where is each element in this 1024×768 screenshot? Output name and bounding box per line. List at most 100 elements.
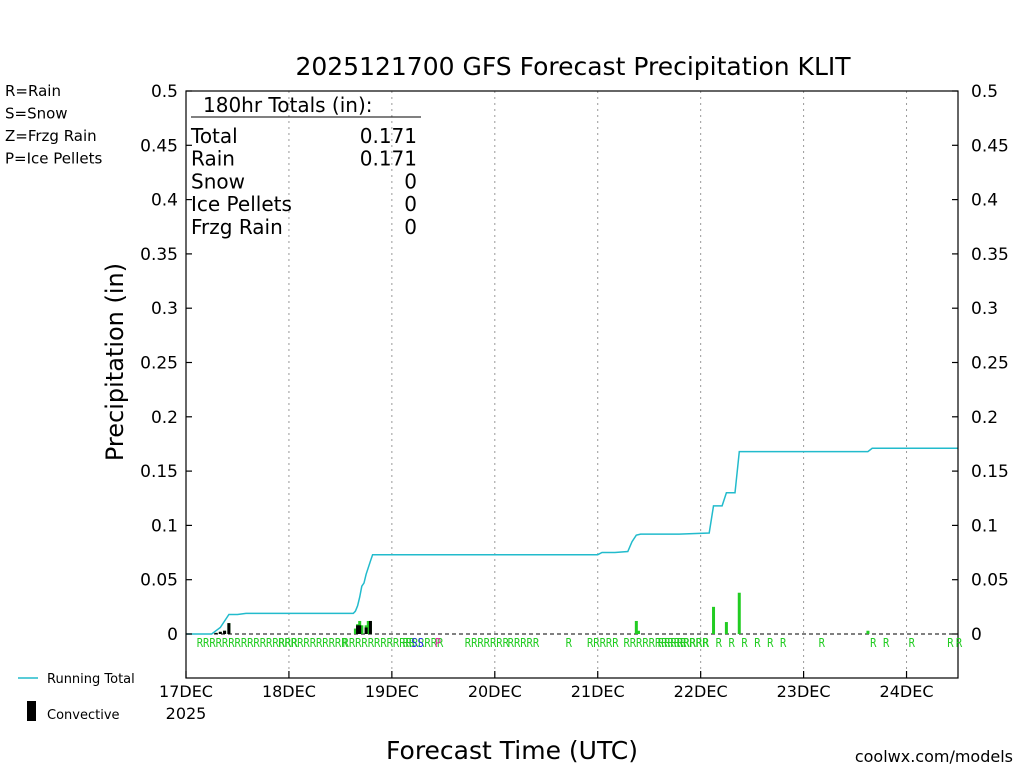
y-tick-label-right: 0.05	[971, 571, 1009, 591]
ptype-marker: R	[947, 636, 954, 650]
convective-bar	[358, 625, 362, 634]
y-tick-label-left: 0.5	[151, 82, 178, 102]
ptype-marker: R	[780, 636, 787, 650]
ptype-marker: RRRRR	[587, 636, 619, 650]
precipitation-bar	[866, 630, 870, 634]
precipitation-bar	[353, 628, 357, 634]
credit-text: coolwx.com/models	[855, 747, 1013, 766]
ptype-legend: R=Rain S=Snow Z=Frzg Rain P=Ice Pellets	[5, 82, 102, 168]
ptype-marker: R	[819, 636, 826, 650]
totals-row-value: 0	[404, 169, 417, 193]
ptype-marker: R	[741, 636, 748, 650]
convective-bar	[218, 631, 222, 634]
convective-bar	[223, 630, 227, 634]
x-tick-label: 18DEC	[262, 682, 316, 701]
y-tick-label-left: 0.35	[140, 245, 178, 265]
ptype-marker: R	[716, 636, 723, 650]
x-axis: 17DEC 2025 18DEC 19DEC 20DEC 21DEC 22DEC 23DEC 2…	[159, 671, 934, 723]
y-tick-label-right: 0.3	[971, 299, 998, 319]
ptype-strip: RRRRRRRRRRRRRRRRRRRRRRRRRRRRRRRRRRRRRRRR…	[197, 636, 963, 650]
y-tick-label-left: 0.15	[140, 462, 178, 482]
ptype-marker: R	[754, 636, 761, 650]
precipitation-bar	[712, 606, 716, 634]
ptype-marker: R	[703, 636, 710, 650]
y-tick-label-right: 0	[971, 625, 982, 645]
x-axis-label: Forecast Time (UTC)	[386, 736, 638, 765]
vertical-gridlines	[288, 91, 908, 678]
y-tick-label-right: 0.15	[971, 462, 1009, 482]
y-tick-label-left: 0.1	[151, 516, 178, 536]
ptype-marker: RRRRRRR	[465, 636, 510, 650]
x-tick-label: 17DEC	[159, 682, 213, 701]
y-tick-label-right: 0.4	[971, 191, 998, 211]
x-tick-label: 24DEC	[880, 682, 934, 701]
y-tick-label-right: 0.5	[971, 82, 998, 102]
ptype-legend-entry: S=Snow	[5, 105, 68, 123]
y-tick-label-right: 0.2	[971, 408, 998, 428]
plot-frame	[185, 90, 959, 679]
running-total-line	[186, 447, 958, 635]
ptype-marker: R	[767, 636, 774, 650]
y-tick-label-left: 0.05	[140, 571, 178, 591]
ptype-marker: RRRRR	[508, 636, 540, 650]
precipitation-bar	[366, 620, 370, 634]
ptype-marker: SS	[411, 636, 424, 650]
convective-bar	[214, 632, 218, 634]
precip-bars	[214, 592, 870, 634]
y-tick-label-right: 0.1	[971, 516, 998, 536]
x-tick-label: 21DEC	[571, 682, 625, 701]
x-tick-label: 20DEC	[468, 682, 522, 701]
ptype-marker: R	[870, 636, 877, 650]
totals-row-value: 0	[404, 192, 417, 216]
x-tick-label: 22DEC	[674, 682, 728, 701]
ptype-marker: RRRRRRRRRR	[623, 636, 687, 650]
convective-swatch	[27, 701, 36, 721]
ptype-marker: RR	[403, 636, 416, 650]
ptype-marker: R	[883, 636, 890, 650]
y-tick-label-left: 0.4	[151, 191, 178, 211]
ptype-legend-entry: P=Ice Pellets	[5, 150, 102, 168]
ptype-marker: RRRRRRRRRRRRRRRR	[343, 636, 444, 650]
convective-bar	[227, 623, 231, 634]
ptype-marker: RRRRRRRRRRRRRRRR	[197, 636, 298, 650]
ptype-marker: P	[435, 636, 441, 650]
y-tick-label-right: 0.35	[971, 245, 1009, 265]
ptype-marker: RRRRR	[677, 636, 709, 650]
ptype-legend-entry: R=Rain	[5, 82, 61, 100]
convective-bar	[368, 620, 372, 634]
totals-row-label: Ice Pellets	[191, 192, 292, 216]
ptype-marker: RRRRRRR	[658, 636, 703, 650]
y-tick-label-right: 0.45	[971, 136, 1009, 156]
series-legend: Running Total Convective	[18, 672, 135, 723]
y-tick-label-left: 0.2	[151, 408, 178, 428]
ptype-marker: R	[566, 636, 573, 650]
x-tick-sublabel: 2025	[166, 704, 207, 723]
y-tick-label-left: 0.3	[151, 299, 178, 319]
totals-box: 180hr Totals (in): Total 0.171 Rain 0.171 Sn…	[190, 93, 421, 239]
precipitation-bar	[737, 592, 741, 634]
precipitation-bar	[636, 630, 640, 634]
y-axis-label: Precipitation (in)	[101, 263, 129, 461]
precipitation-bar	[724, 622, 728, 634]
totals-row-label: Rain	[191, 147, 235, 171]
totals-row-label: Total	[190, 124, 238, 148]
totals-row-label: Snow	[191, 169, 245, 193]
x-tick-label: 23DEC	[777, 682, 831, 701]
y-tick-label-left: 0.45	[140, 136, 178, 156]
totals-row-label: Frzg Rain	[191, 215, 283, 239]
y-axes: 0 00.05 0.050.1 0.10.15 0.150.2 0.20.25 0.250.…	[140, 82, 1009, 645]
y-tick-label-left: 0	[167, 625, 178, 645]
chart-title: 2025121700 GFS Forecast Precipitation KL…	[295, 52, 851, 81]
totals-row-value: 0.171	[360, 124, 417, 148]
ptype-marker: R	[956, 636, 963, 650]
convective-bar	[356, 625, 360, 634]
ptype-marker: R	[909, 636, 916, 650]
totals-row-value: 0.171	[360, 147, 417, 171]
precipitation-bar	[634, 620, 638, 634]
ptype-legend-entry: Z=Frzg Rain	[5, 127, 97, 145]
ptype-marker: R	[729, 636, 736, 650]
y-tick-label-right: 0.25	[971, 354, 1009, 374]
y-tick-label-left: 0.25	[140, 354, 178, 374]
convective-bar	[364, 627, 368, 634]
